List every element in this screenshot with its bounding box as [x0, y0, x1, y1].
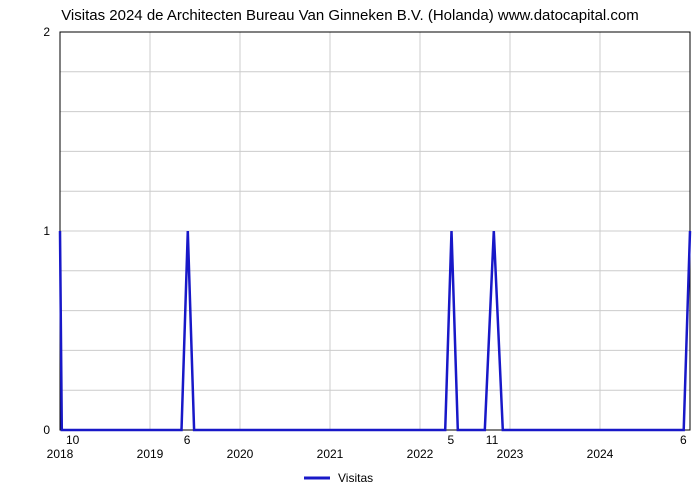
x-tick-label: 2023 — [497, 447, 524, 461]
point-label: 6 — [184, 433, 191, 447]
y-tick-label: 1 — [43, 224, 50, 238]
point-label: 10 — [66, 433, 80, 447]
x-tick-label: 2019 — [137, 447, 164, 461]
point-label: 11 — [486, 433, 499, 447]
chart-background — [0, 0, 700, 500]
x-tick-label: 2020 — [227, 447, 254, 461]
y-tick-label: 0 — [43, 423, 50, 437]
point-label: 5 — [448, 433, 455, 447]
chart-title: Visitas 2024 de Architecten Bureau Van G… — [61, 7, 639, 24]
legend-label: Visitas — [338, 471, 373, 485]
x-tick-label: 2022 — [407, 447, 434, 461]
x-tick-label: 2021 — [317, 447, 344, 461]
point-label: 6 — [680, 433, 687, 447]
x-tick-label: 2018 — [47, 447, 74, 461]
y-tick-label: 2 — [43, 25, 50, 39]
x-tick-label: 2024 — [587, 447, 614, 461]
